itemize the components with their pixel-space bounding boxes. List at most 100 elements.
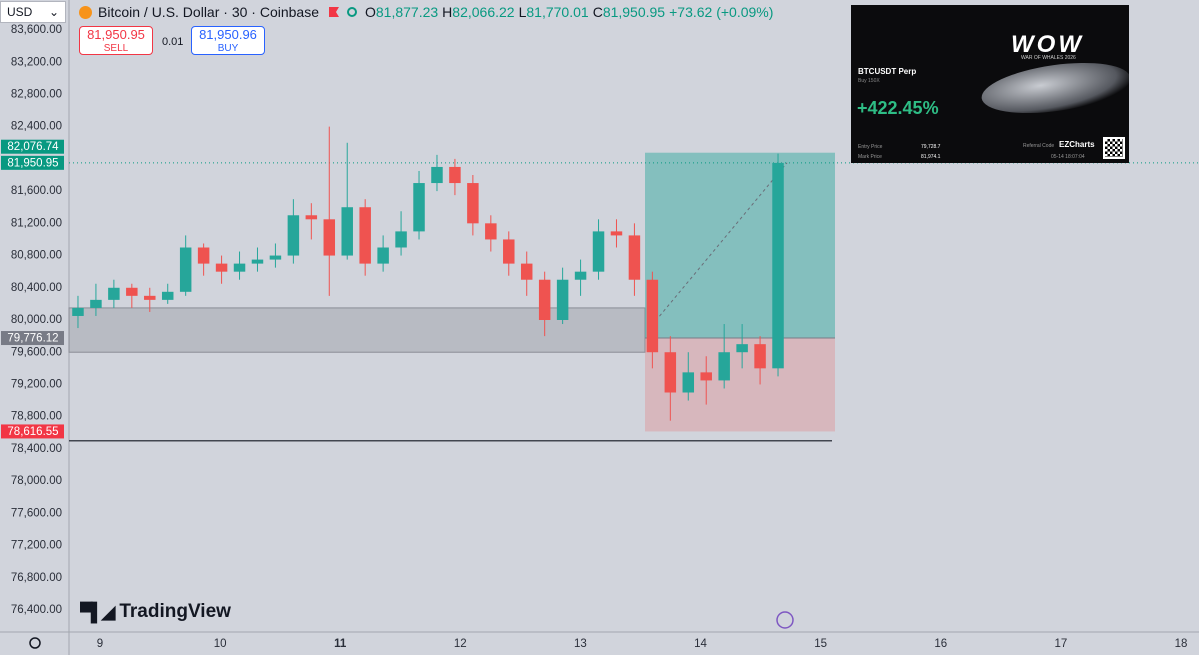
candle-body (736, 344, 748, 353)
candle-body (754, 344, 766, 369)
x-tick-label: 10 (214, 638, 227, 650)
status-dot (346, 7, 357, 17)
event: WAR OF WHALES 2026 (1021, 55, 1076, 61)
settings-icon (29, 637, 41, 649)
sell-button[interactable]: 81,950.95 SELL (79, 26, 153, 55)
x-tick-label: 17 (1054, 638, 1067, 650)
candle-body (718, 352, 730, 381)
caret: ⌄ (48, 5, 59, 19)
price-tag (1, 155, 64, 170)
buy-button[interactable]: 81,950.96 BUY (191, 26, 265, 55)
currency-select[interactable]: USD ⌄ (0, 1, 66, 23)
candle-body (90, 299, 102, 308)
y-tick-label: 78,800.00 (11, 411, 62, 423)
profit-zone (645, 152, 835, 339)
y-tick-label: 79,600.00 (11, 346, 62, 358)
qr-code (1103, 137, 1125, 159)
x-tick-label: 14 (694, 638, 707, 650)
ohlc-value: 81,770.01 (526, 4, 589, 20)
candle-body (431, 166, 443, 184)
candle-body (628, 235, 641, 280)
change: +73.62 (+0.09%) (669, 4, 774, 20)
pnl: +422.45% (857, 98, 939, 118)
tradingview-logo: ▀▌◢ TradingView (80, 601, 231, 623)
whale-art (978, 54, 1129, 122)
logo-text: TradingView (119, 601, 231, 622)
x-tick-label: 11 (334, 638, 347, 650)
brand: WOW (1011, 31, 1084, 58)
candle-body (341, 207, 353, 256)
sell-price: 81,950.95 (87, 27, 145, 42)
pair: BTCUSDT Perp (858, 67, 917, 76)
candle-body (144, 295, 156, 300)
y-tick-label: 79,200.00 (11, 378, 62, 390)
x-tick-label: 18 (1175, 638, 1188, 650)
ohlc-key: L (518, 4, 527, 20)
timestamp: 05-14 18:07:04 (1051, 154, 1085, 160)
y-tick-label: 78,000.00 (11, 475, 62, 487)
entry-value: 79,728.7 (921, 144, 941, 150)
x-tick-label: 15 (814, 638, 827, 650)
y-tick-label: 81,200.00 (11, 217, 62, 229)
candle-body (323, 219, 336, 256)
candle-body (682, 372, 695, 393)
x-tick-label: 13 (574, 638, 587, 650)
ohlc-value: 81,950.95 (602, 4, 666, 20)
y-tick-label: 77,600.00 (11, 507, 62, 519)
y-tick-label: 78,400.00 (11, 443, 62, 455)
candle-body (108, 287, 120, 300)
y-tick-label: 83,600.00 (11, 24, 62, 36)
btc-icon (79, 5, 92, 19)
y-tick-label: 82,400.00 (11, 121, 62, 133)
referral-code: EZCharts (1059, 140, 1095, 149)
y-tick-label: 80,000.00 (11, 314, 62, 326)
buy-price: 81,950.96 (199, 27, 257, 42)
candle-body (538, 279, 551, 320)
candle-body (664, 352, 677, 393)
side: Buy 150X (858, 78, 880, 84)
loss-zone (645, 338, 835, 432)
candle-body (413, 183, 425, 232)
candle-body (126, 287, 138, 296)
y-tick-label: 77,200.00 (11, 540, 62, 552)
candle-body (449, 166, 461, 184)
sell-label: SELL (103, 43, 129, 54)
candle-body (556, 279, 569, 320)
candle-body (269, 255, 282, 260)
mark-label: Mark Price (858, 154, 882, 160)
mark-value: 81,974.1 (921, 154, 941, 160)
candle-body (215, 263, 228, 272)
candle-body (197, 247, 210, 264)
ohlc-key: C (592, 4, 603, 20)
price-tag (1, 424, 64, 439)
currency: USD (7, 5, 33, 19)
flag-icon[interactable] (328, 7, 339, 17)
candle-body (646, 279, 659, 353)
candle-body (251, 259, 264, 264)
candle-body (287, 215, 300, 256)
ohlc-value: 82,066.22 (452, 4, 515, 20)
price-tag-label: 78,616.55 (7, 426, 58, 438)
buy-label: BUY (217, 43, 239, 54)
x-tick-label: 9 (97, 638, 103, 650)
price-tag (1, 331, 64, 346)
trend-line (647, 162, 788, 331)
x-tick-label: 16 (934, 638, 947, 650)
candle-body (359, 207, 371, 264)
candle-body (395, 231, 407, 248)
ohlc: O81,877.23 H82,066.22 L81,770.01 C81,950.95 (365, 4, 669, 20)
symbol-title[interactable]: Bitcoin / U.S. Dollar · 30 · Coinbase (98, 4, 319, 20)
candle-body (592, 231, 605, 272)
price-tag (1, 139, 64, 154)
candle-body (610, 231, 623, 236)
price-tag-label: 81,950.95 (7, 157, 58, 169)
y-tick-label: 76,400.00 (11, 604, 62, 616)
candle-body (72, 307, 84, 316)
ohlc-value: 81,877.23 (375, 4, 439, 20)
candle-body (520, 263, 533, 280)
candle-body (161, 291, 174, 300)
ohlc-key: H (442, 4, 453, 20)
candle-body (377, 247, 389, 264)
